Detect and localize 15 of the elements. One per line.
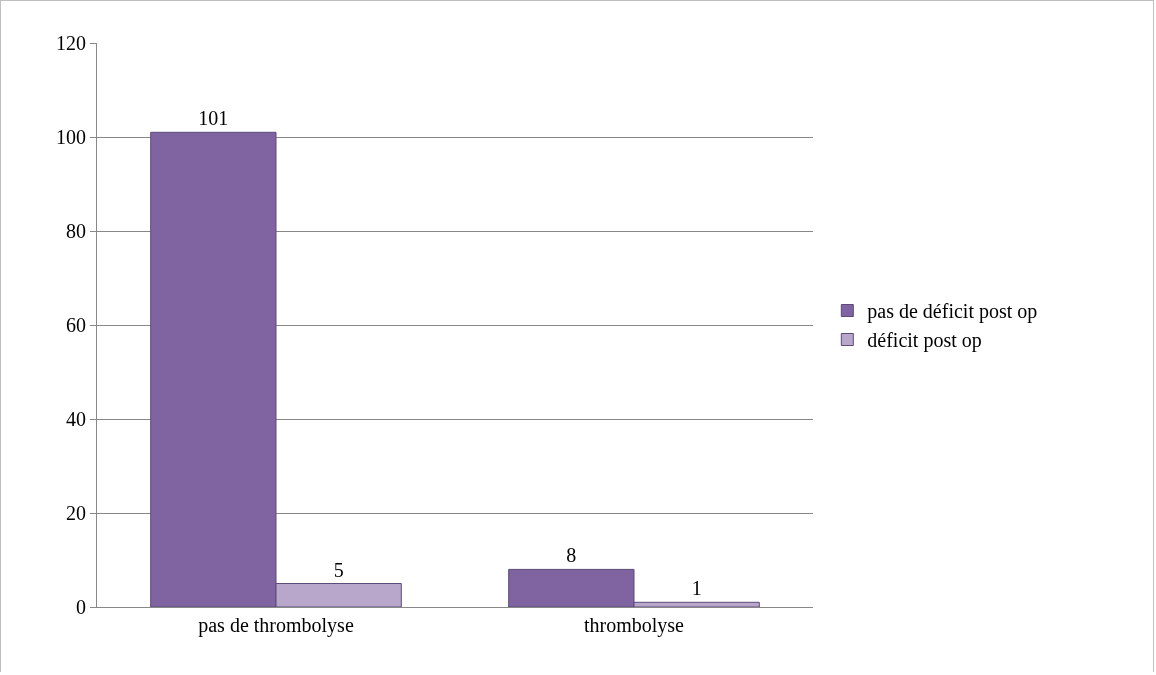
data-label: 8 [566,544,577,567]
data-label: 1 [691,577,702,600]
y-tick-label: 120 [56,32,86,54]
y-tick-label: 20 [66,502,86,524]
y-tick-label: 60 [66,314,86,336]
legend-label: pas de déficit post op [867,300,1038,324]
y-tick-label: 0 [76,596,86,618]
y-tick-label: 40 [66,408,86,430]
data-label: 5 [333,558,344,581]
y-tick-label: 100 [56,126,86,148]
y-tick-label: 80 [66,220,86,242]
x-tick-label: pas de thrombolyse [198,614,354,637]
legend-label: déficit post op [867,329,982,353]
data-label: 101 [198,107,229,130]
x-tick-label: thrombolyse [584,614,685,637]
